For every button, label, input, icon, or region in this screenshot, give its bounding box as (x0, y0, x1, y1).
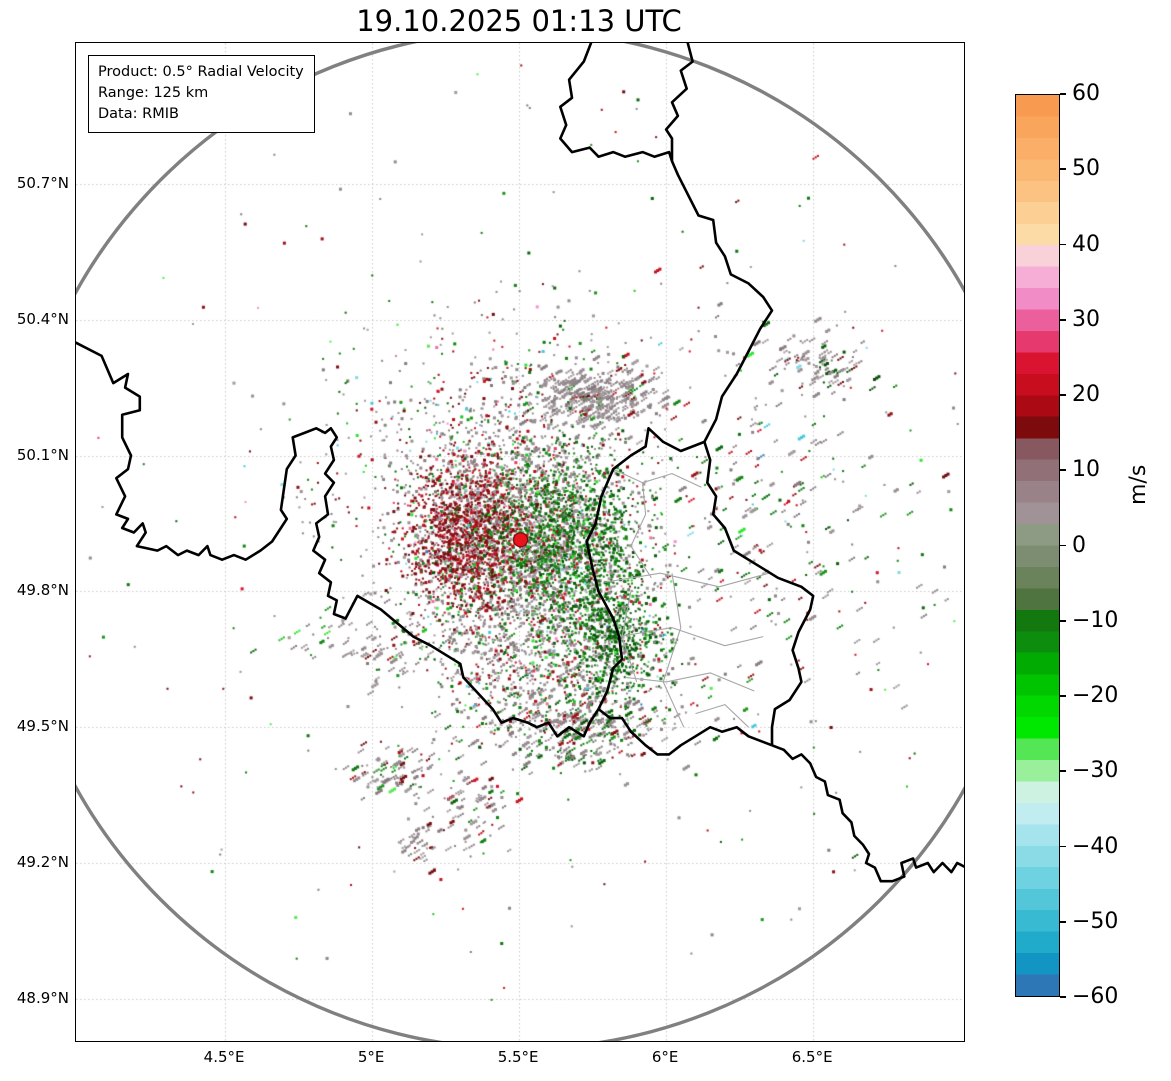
y-tick-label: 50.1°N (16, 445, 69, 464)
velocity-colorbar (1015, 94, 1060, 997)
regional-border (662, 573, 685, 728)
x-tick-label: 4.5°E (203, 1048, 245, 1066)
colorbar-tick-mark (1060, 318, 1066, 321)
map-borders-overlay (76, 43, 964, 1041)
colorbar-tick-mark (1060, 469, 1066, 472)
colorbar-tick-label: 50 (1072, 156, 1100, 182)
colorbar-tick-mark (1060, 845, 1066, 848)
regional-border (624, 672, 755, 692)
range-info-line: Range: 125 km (98, 85, 209, 101)
colorbar-tick-mark (1060, 619, 1066, 622)
product-info-line: Product: 0.5° Radial Velocity (98, 64, 304, 80)
colorbar-tick-mark (1060, 544, 1066, 547)
radar-site-marker (512, 532, 529, 548)
y-tick-label: 49.5°N (16, 717, 69, 736)
y-tick-label: 50.7°N (16, 173, 69, 192)
colorbar-tick-label: 60 (1072, 81, 1100, 106)
national-border (703, 441, 815, 746)
colorbar-tick-mark (1060, 695, 1066, 697)
national-border (559, 43, 694, 163)
y-tick-label: 49.2°N (16, 853, 69, 872)
colorbar-tick-mark (1060, 920, 1066, 923)
regional-border (604, 572, 770, 588)
national-border (771, 744, 964, 883)
regional-border (695, 704, 749, 728)
colorbar-units-label: m/s (1126, 464, 1151, 505)
national-border (597, 708, 773, 756)
x-tick-label: 5°E (357, 1048, 385, 1066)
y-tick-label: 50.4°N (16, 309, 69, 328)
colorbar-tick-label: −10 (1072, 607, 1119, 633)
colorbar-tick-label: −30 (1072, 758, 1119, 784)
colorbar-tick-label: 10 (1072, 457, 1100, 483)
colorbar-tick-label: 30 (1072, 306, 1100, 332)
colorbar-tick-mark (1060, 996, 1066, 998)
product-info-box: Product: 0.5° Radial Velocity Range: 125… (88, 55, 315, 133)
colorbar-tick-mark (1060, 394, 1066, 396)
colorbar-tick-label: 0 (1072, 532, 1086, 558)
y-tick-label: 49.8°N (16, 581, 69, 600)
figure-title: 19.10.2025 01:13 UTC (356, 4, 682, 38)
colorbar-tick-label: 20 (1072, 382, 1100, 407)
colorbar-tick-mark (1060, 93, 1066, 95)
national-border (670, 160, 774, 443)
data-source-line: Data: RMIB (98, 106, 179, 122)
map-plot-area: Product: 0.5° Radial Velocity Range: 125… (75, 42, 965, 1042)
regional-border (612, 468, 702, 488)
x-tick-label: 6.5°E (791, 1048, 833, 1066)
colorbar-tick-mark (1060, 168, 1066, 171)
colorbar-tick-label: −40 (1072, 833, 1119, 859)
national-border (76, 341, 600, 738)
colorbar-tick-label: −50 (1072, 908, 1119, 934)
national-border (585, 427, 705, 710)
y-tick-label: 48.9°N (16, 988, 69, 1007)
regional-border (630, 482, 652, 579)
x-tick-label: 5.5°E (497, 1048, 539, 1066)
regional-border (619, 627, 764, 647)
colorbar-tick-label: −20 (1072, 683, 1119, 708)
x-tick-label: 6°E (651, 1048, 679, 1066)
colorbar-tick-label: 40 (1072, 231, 1100, 257)
regional-border (621, 591, 638, 683)
colorbar-tick-mark (1060, 243, 1066, 246)
colorbar-tick-label: −60 (1072, 984, 1119, 1009)
colorbar-tick-mark (1060, 770, 1066, 773)
